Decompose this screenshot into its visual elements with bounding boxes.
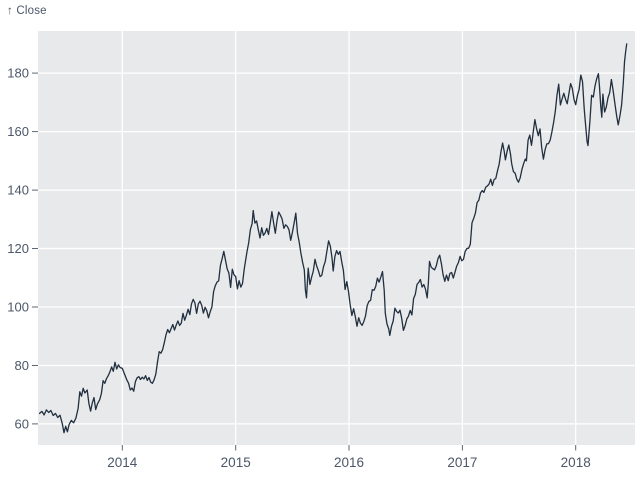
close-price-line [38,43,628,434]
x-tick-label: 2018 [561,455,591,470]
x-tick-label: 2016 [334,455,364,470]
y-tick-label: 180 [7,66,29,81]
y-tick-label: 140 [7,183,29,198]
y-tick-label: 80 [15,358,29,373]
y-tick-label: 100 [7,300,29,315]
y-tick-label: 160 [7,124,29,139]
y-tick-label: 120 [7,241,29,256]
x-tick-label: 2014 [107,455,138,470]
y-axis-title: ↑ Close [7,5,47,17]
x-tick-label: 2015 [221,455,251,470]
plot-area [38,31,635,445]
x-tick-label: 2017 [447,455,477,470]
y-tick-label: 60 [15,416,29,431]
